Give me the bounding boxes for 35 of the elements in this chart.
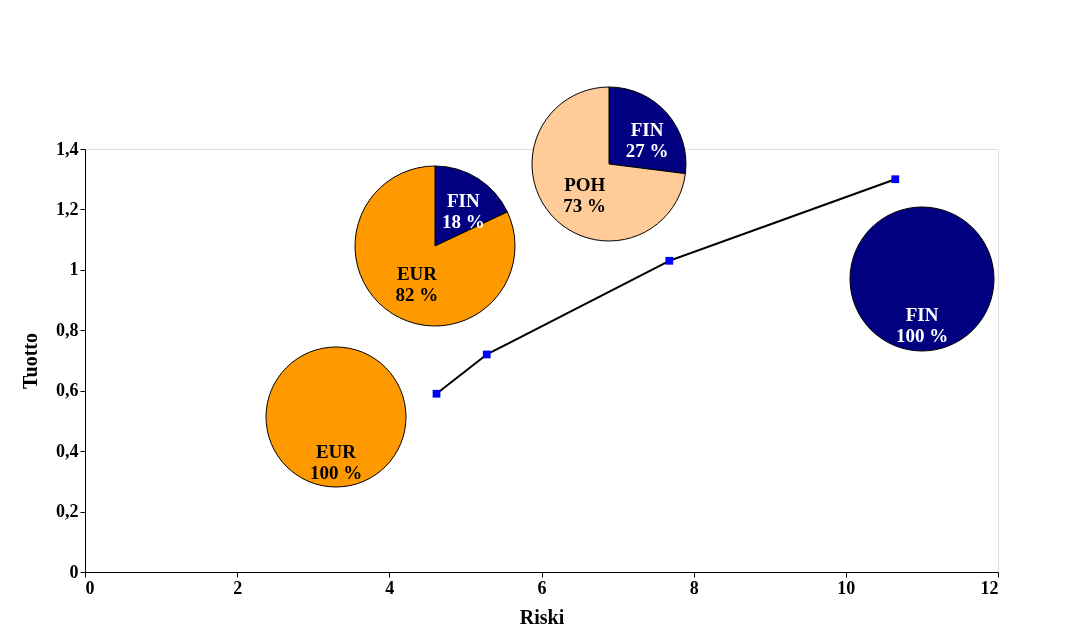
x-tick-label: 6 (537, 577, 547, 598)
y-tick-label: 0,4 (56, 440, 79, 461)
data-label: 18 % (441, 211, 485, 233)
y-tick-label: 0 (69, 561, 79, 582)
y-tick-label: 0,8 (56, 319, 79, 340)
point (665, 256, 674, 265)
x-tick-label: 0 (85, 577, 95, 598)
point (891, 175, 900, 184)
pie-slice (531, 86, 686, 242)
data-label: 27 % (625, 140, 669, 162)
point (432, 389, 441, 398)
data-label: 73 % (563, 195, 607, 217)
slice-label: EUR (396, 263, 438, 285)
x-tick-label: 4 (385, 577, 395, 598)
x-tick-label: 2 (233, 577, 243, 598)
slice-label: FIN (630, 119, 664, 141)
y-tick-label: 0,6 (56, 380, 79, 401)
slice-label: EUR (315, 441, 357, 462)
x-tick-label: 10 (837, 577, 856, 598)
y-axis-title: Tuotto (19, 333, 41, 389)
pie-slice (354, 165, 516, 327)
x-axis-title: Riski (519, 605, 565, 628)
slice-label: POH (564, 174, 606, 196)
y-tick-label: 0,2 (56, 501, 79, 522)
data-label: 82 % (395, 284, 439, 306)
data-label: 100 % (309, 462, 363, 483)
data-label: 100 % (895, 325, 949, 346)
slice-label: FIN (446, 190, 480, 212)
y-tick-label: 1,4 (56, 138, 79, 159)
x-tick-label: 8 (689, 577, 699, 598)
x-tick-label: 12 (980, 577, 999, 598)
slice-label: FIN (905, 304, 939, 325)
y-tick-label: 1,2 (56, 198, 79, 219)
y-tick-label: 1 (69, 259, 79, 280)
point (482, 350, 491, 359)
